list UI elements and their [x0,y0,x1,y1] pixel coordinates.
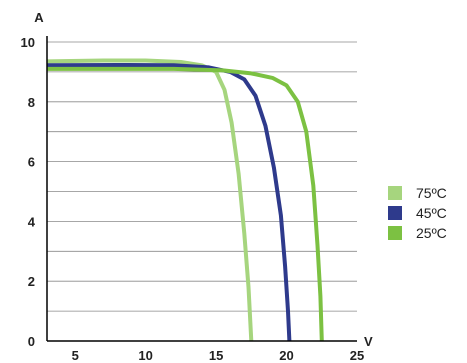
grid-lines [47,41,357,312]
x-axis-unit-label: V [364,334,373,349]
y-tick-label: 8 [28,95,35,110]
y-tick-label: 0 [28,334,35,349]
y-tick-label: 6 [28,155,35,170]
y-tick-labels: 0 2 4 6 8 10 [21,35,36,349]
y-tick-label: 2 [28,274,35,289]
y-tick-label: 4 [28,214,36,229]
x-tick-label: 15 [209,348,223,363]
series-curve-2 [47,66,324,342]
x-tick-label: 20 [279,348,293,363]
y-tick-label: 10 [21,35,35,50]
legend-swatch [388,206,402,220]
legend-swatch [388,226,402,240]
x-tick-label: 5 [72,348,79,363]
series-curve-0 [46,58,254,342]
legend-label: 45ºC [416,205,447,221]
x-tick-labels: 5 10 15 20 25 [72,348,365,363]
x-tick-label: 25 [350,348,364,363]
legend-swatch [388,186,402,200]
y-axis-unit-label: A [34,10,44,25]
legend-label: 25ºC [416,225,447,241]
legend-label: 75ºC [416,185,447,201]
curve-group [46,58,324,342]
x-tick-label: 10 [138,348,152,363]
legend: 75ºC 45ºC 25ºC [388,185,447,241]
series-curve-1 [46,63,292,342]
